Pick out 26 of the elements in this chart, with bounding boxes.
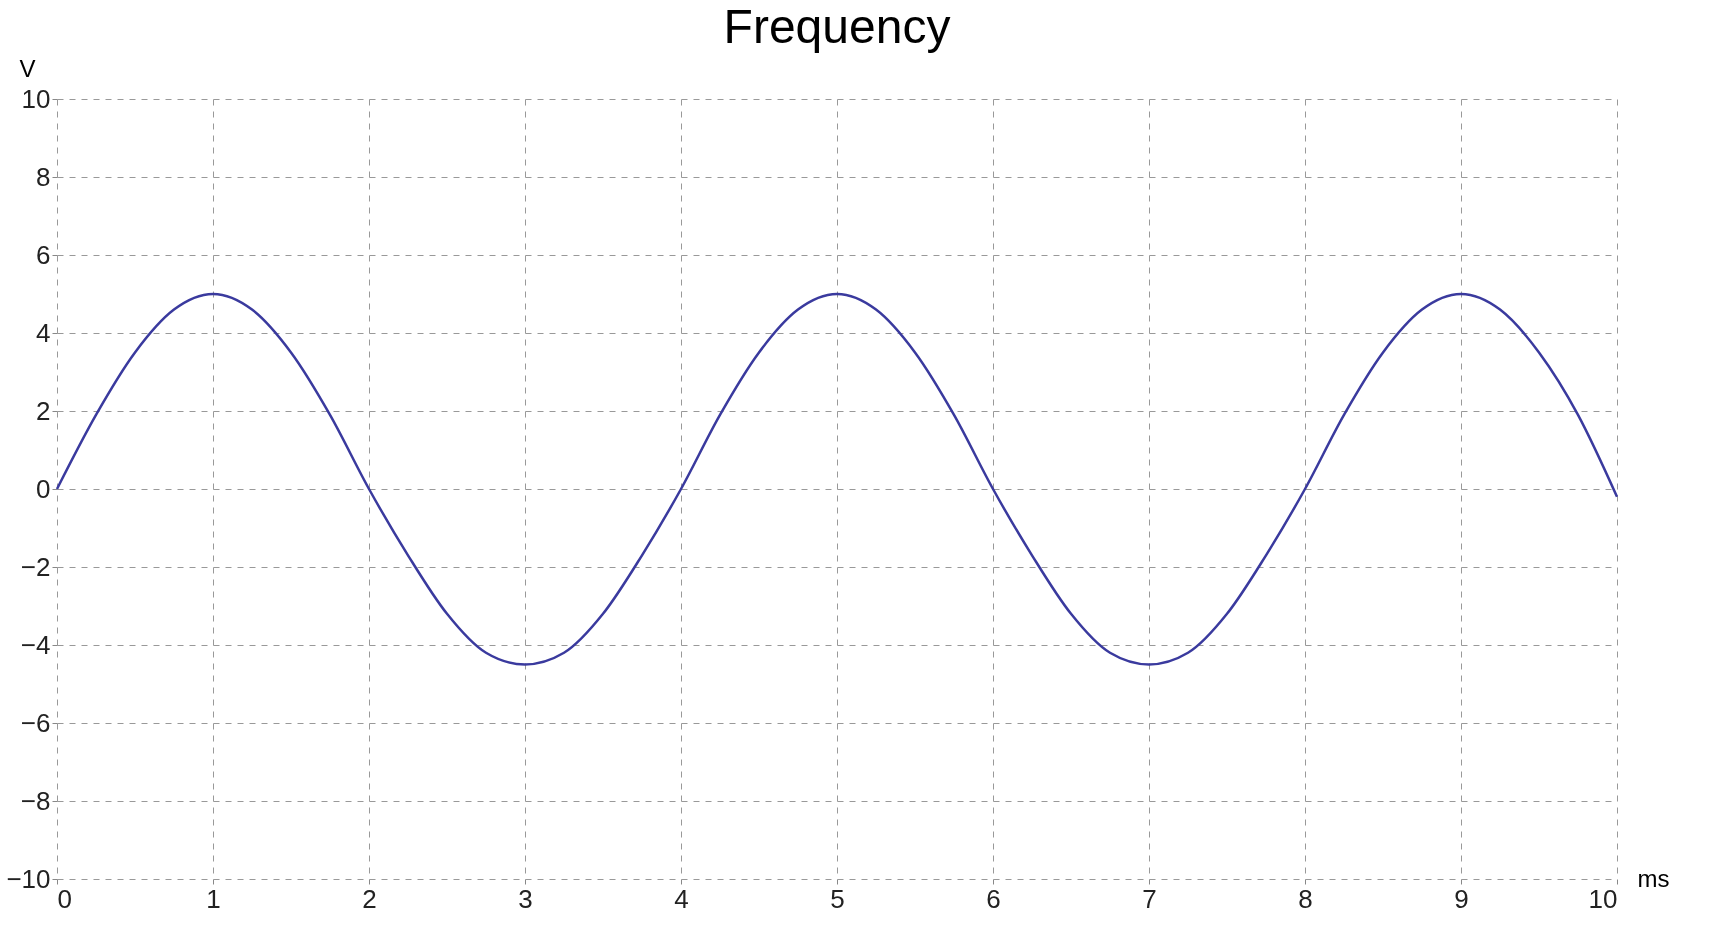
x-tick-label: 4 — [674, 883, 689, 914]
x-tick-label: 2 — [362, 883, 377, 914]
x-tick-label: 9 — [1454, 883, 1469, 914]
y-axis-title: V — [19, 54, 36, 82]
x-axis-title: ms — [1637, 864, 1670, 892]
y-tick-label: 0 — [36, 473, 51, 504]
x-tick-label: 7 — [1142, 883, 1157, 914]
y-tick-label: −6 — [20, 707, 51, 738]
y-tick-label: −4 — [20, 629, 51, 660]
y-tick-label: −10 — [6, 863, 51, 894]
y-tick-label: 2 — [36, 395, 51, 426]
x-tick-label: 3 — [518, 883, 533, 914]
line-series — [55, 292, 1619, 666]
x-tick-label: 10 — [1588, 883, 1618, 914]
y-tick-label: 8 — [36, 161, 51, 192]
y-tick-label: 6 — [36, 239, 51, 270]
y-tick-label: −2 — [20, 551, 51, 582]
y-tick-label: −8 — [20, 785, 51, 816]
x-tick-label: 1 — [206, 883, 221, 914]
x-tick-label: 0 — [57, 883, 72, 914]
x-tick-label: 6 — [986, 883, 1001, 914]
chart-title: Frequency — [723, 0, 951, 53]
x-tick-label: 8 — [1298, 883, 1313, 914]
x-tick-label: 5 — [830, 883, 845, 914]
y-tick-label: 10 — [21, 83, 51, 114]
y-tick-label: 4 — [36, 317, 51, 348]
